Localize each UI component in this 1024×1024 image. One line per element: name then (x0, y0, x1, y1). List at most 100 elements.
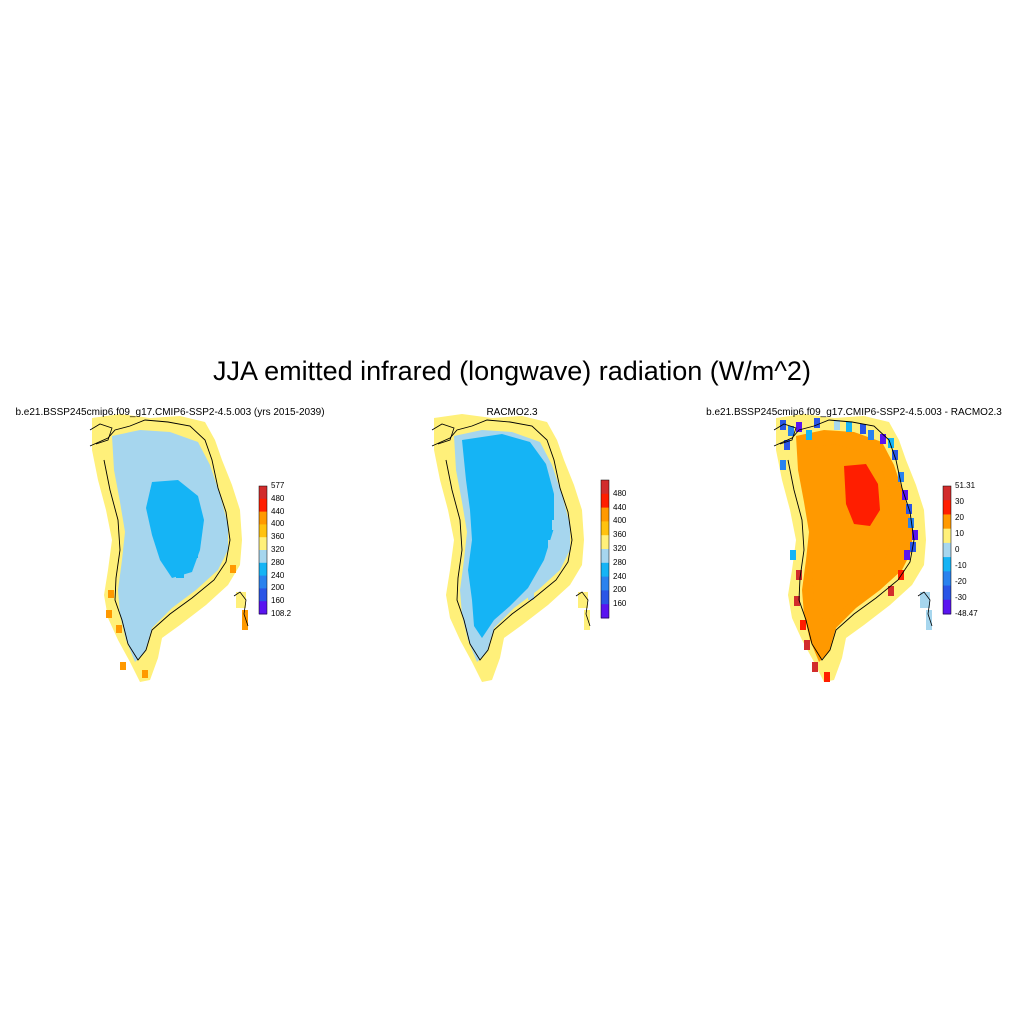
interior-zone (462, 434, 554, 638)
colorbar-segment (601, 604, 609, 619)
grid-cell (804, 640, 810, 650)
colorbar-label: 440 (271, 506, 285, 516)
colorbar-label: 480 (271, 493, 285, 503)
grid-cell (880, 434, 886, 444)
grid-cell (814, 418, 820, 428)
panel-racmo: RACMO2.3 480 440 400 360 320 280 240 200 160 (342, 400, 682, 700)
panel-model: b.e21.BSSP245cmip6.f09_g17.CMIP6-SSP2-4.… (0, 400, 340, 700)
colorbar-segment (259, 575, 267, 589)
island-cell (584, 610, 590, 630)
colorbar-segment (601, 480, 609, 495)
colorbar-segment (943, 500, 951, 515)
grid-cell (888, 586, 894, 596)
colorbar-label: -48.47 (955, 609, 978, 618)
greenland-map-model (89, 414, 268, 682)
colorbar-label: -20 (955, 577, 967, 586)
colorbar-segment (259, 498, 267, 513)
colorbar-segment (259, 588, 267, 602)
colorbar-segment (259, 601, 267, 615)
colorbar-segment (259, 550, 267, 564)
island-cell (920, 592, 930, 608)
colorbar-segment (601, 493, 609, 509)
grid-cell (552, 520, 558, 530)
grid-cell (108, 590, 114, 598)
coastline (89, 419, 231, 661)
grid-cell (912, 530, 918, 540)
grid-cell (824, 672, 830, 682)
grid-cell (542, 570, 548, 580)
grid-cell (528, 590, 534, 600)
colorbar-label: 200 (271, 583, 285, 593)
colorbar-label: 160 (613, 599, 627, 609)
colorbar-label: 20 (955, 513, 964, 522)
grid-cell (908, 518, 914, 528)
grid-cell (780, 460, 786, 470)
panel-difference: b.e21.BSSP245cmip6.f09_g17.CMIP6-SSP2-4.… (684, 400, 1024, 700)
colorbar-segment (601, 507, 609, 522)
colorbar-label: 360 (613, 530, 627, 540)
hot-zone (844, 464, 880, 526)
grid-cell (106, 610, 112, 618)
interior-zone (146, 480, 204, 578)
colorbar-frame (942, 485, 952, 615)
colorbar-segment (943, 585, 951, 601)
colorbar-label: 160 (271, 596, 285, 606)
colorbar-label: 51.31 (955, 481, 976, 490)
grid-cell (784, 440, 790, 450)
colorbar-segment (601, 521, 609, 536)
colorbar-segment (943, 528, 951, 544)
colorbar-segment (601, 562, 609, 578)
grid-cell (812, 662, 818, 672)
panel-title-racmo: RACMO2.3 (486, 407, 538, 418)
grid-cell (790, 550, 796, 560)
colorbar-label: 440 (613, 502, 627, 512)
colorbar-segment (943, 571, 951, 587)
island-cell (926, 610, 932, 630)
colorbar-segment (259, 537, 267, 551)
grid-cell (230, 565, 236, 573)
grid-cell (120, 662, 126, 670)
grid-cell (788, 426, 794, 436)
grid-cell (548, 540, 554, 550)
colorbar-label: 360 (271, 532, 285, 542)
colorbar-segment (601, 535, 609, 550)
grid-cell (898, 472, 904, 482)
coastline (431, 419, 573, 661)
grid-cell (794, 596, 800, 606)
island-cell (236, 592, 246, 608)
colorbar-label: 320 (613, 544, 627, 553)
grid-cell (158, 482, 166, 490)
colorbar-label: 280 (613, 557, 627, 567)
coastline-north (431, 423, 455, 445)
grid-cell (150, 490, 158, 498)
greenland-map-difference (773, 414, 952, 682)
colorbar-label: 400 (271, 519, 285, 529)
colorbar-frame (600, 479, 610, 619)
grid-cell (892, 450, 898, 460)
grid-cell (888, 438, 894, 448)
colorbar-label: 577 (271, 481, 285, 490)
grid-cell (868, 430, 874, 440)
colorbar-segment (943, 542, 951, 558)
colorbar-frame (258, 485, 268, 615)
coastline-islands (917, 591, 933, 627)
grid-cell (902, 490, 908, 500)
grid-cell (796, 570, 802, 580)
figure-title: JJA emitted infrared (longwave) radiatio… (213, 356, 811, 386)
panel-title-difference: b.e21.BSSP245cmip6.f09_g17.CMIP6-SSP2-4.… (706, 407, 1002, 418)
colorbar-label: 240 (271, 570, 285, 580)
grid-cell (800, 620, 806, 630)
colorbar-segment (259, 562, 267, 577)
grid-cell (860, 424, 866, 434)
grid-cell (796, 422, 802, 432)
colorbar-label: -30 (955, 593, 967, 602)
colorbar-segment (259, 524, 267, 538)
panel-title-model: b.e21.BSSP245cmip6.f09_g17.CMIP6-SSP2-4.… (15, 407, 325, 418)
coastline-islands (233, 591, 249, 627)
colorbar-label: 320 (271, 545, 285, 554)
colorbar-segment (943, 599, 951, 615)
grid-cell (806, 430, 812, 440)
greenland-map-racmo (431, 414, 610, 682)
coastline-north (773, 423, 797, 445)
colorbar-label: 30 (955, 497, 964, 506)
